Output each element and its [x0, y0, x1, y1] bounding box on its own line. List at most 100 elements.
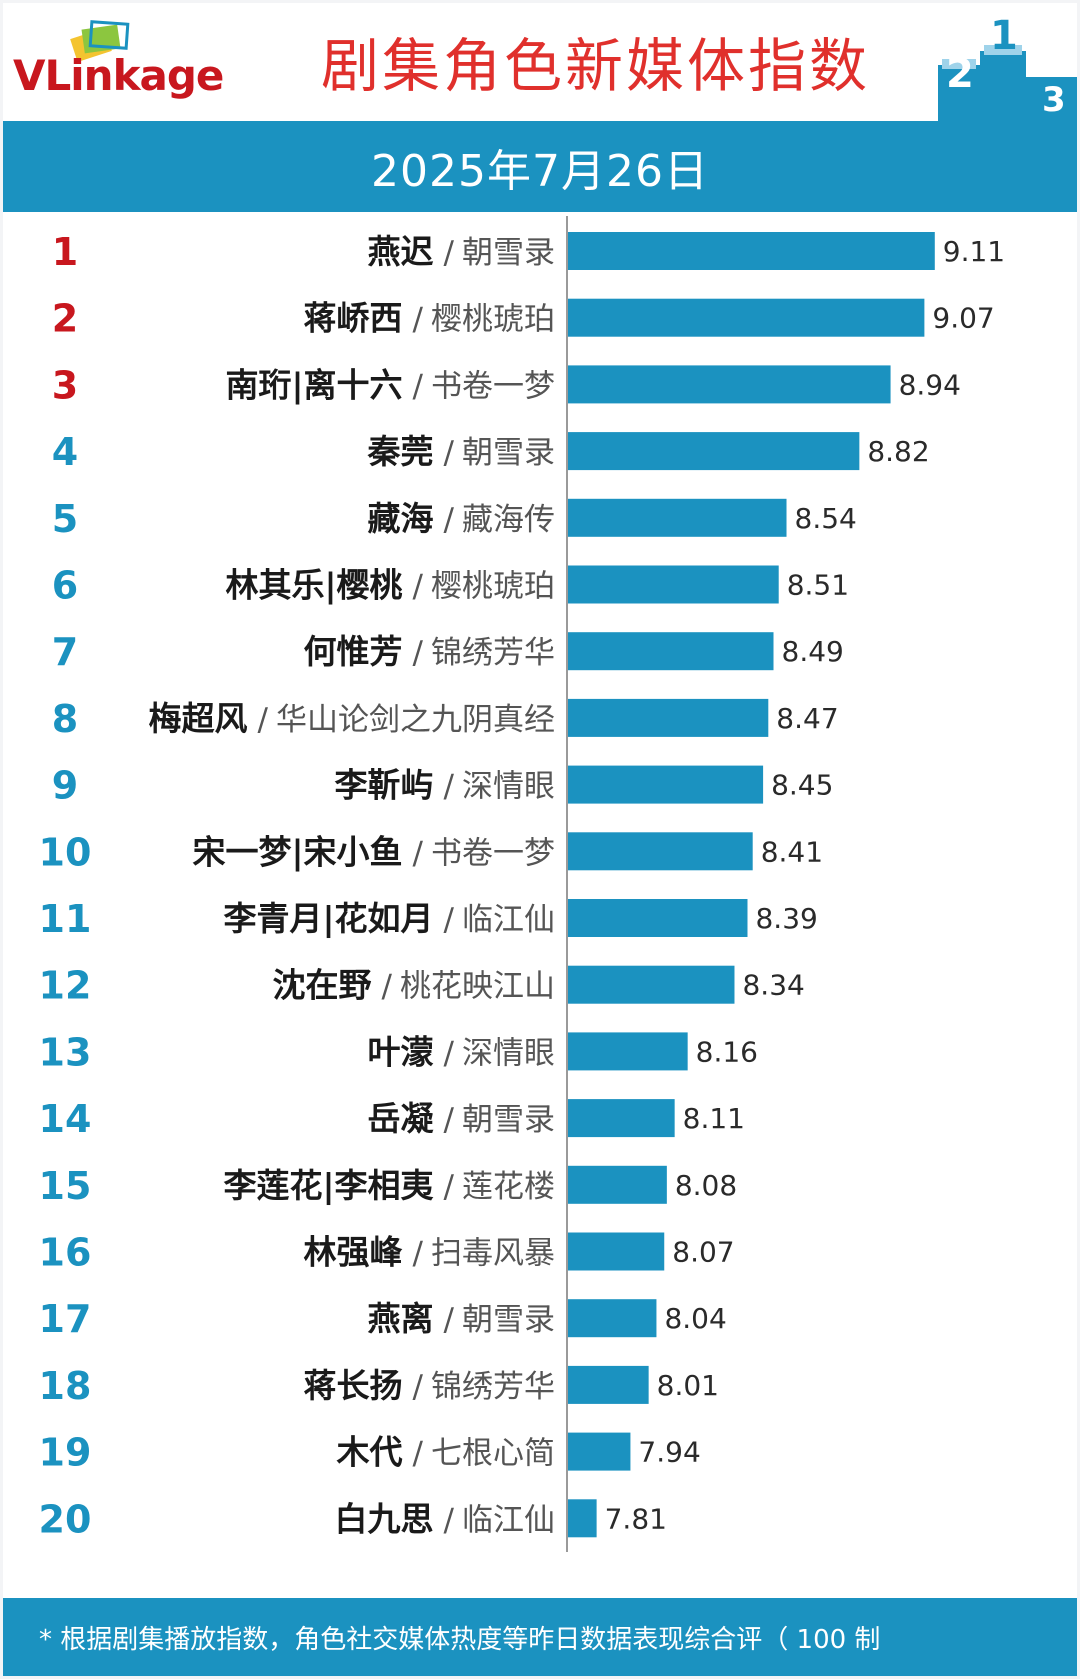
show-name: 华山论剑之九阴真经	[276, 702, 555, 738]
row-label: 藏海 / 藏海传	[368, 499, 555, 538]
show-name: 临江仙	[462, 902, 555, 938]
date-banner: 2025年7月26日	[3, 121, 1077, 212]
svg-text:1: 1	[990, 15, 1018, 59]
bar	[568, 1365, 649, 1404]
show-name: 深情眼	[462, 1035, 555, 1071]
ranking-bar-chart: 1 燕迟 / 朝雪录 9.112 蒋峤西 / 樱桃琥珀 9.073 南珩|离十六 / 书卷一梦 8.94…	[39, 216, 1005, 1552]
show-name: 锦绣芳华	[431, 635, 555, 671]
row-label: 南珩|离十六 / 书卷一梦	[225, 365, 555, 404]
character-name: 秦莞	[367, 432, 434, 471]
character-name: 何惟芳	[304, 632, 403, 671]
character-name: 蒋峤西	[304, 299, 403, 338]
show-name: 藏海传	[462, 502, 555, 538]
ranking-card: VLinkage 剧集角色新媒体指数 2 1 3 2025年7月26日 1 燕迟 /…	[3, 3, 1077, 1676]
character-name: 岳凝	[368, 1099, 434, 1138]
character-name: 林其乐|樱桃	[225, 566, 402, 605]
character-name: 宋一梦|宋小鱼	[192, 832, 402, 871]
rank-label: 7	[52, 630, 78, 674]
rank-label: 14	[39, 1097, 92, 1141]
show-name: 书卷一梦	[431, 368, 555, 404]
header: VLinkage 剧集角色新媒体指数 2 1 3	[3, 3, 1077, 121]
logo-text-rest: Linkage	[44, 51, 225, 100]
row-label: 燕离 / 朝雪录	[368, 1299, 555, 1338]
rank-label: 9	[52, 764, 78, 808]
row-label: 林其乐|樱桃 / 樱桃琥珀	[225, 566, 555, 605]
label-separator: /	[413, 1369, 424, 1405]
character-name: 李靳屿	[335, 766, 434, 805]
row-label: 岳凝 / 朝雪录	[368, 1099, 555, 1138]
page-title: 剧集角色新媒体指数	[321, 32, 871, 100]
value-label: 9.11	[943, 235, 1005, 268]
row-label: 木代 / 七根心简	[336, 1433, 555, 1472]
show-name: 莲花楼	[462, 1169, 555, 1205]
character-name: 李青月|花如月	[223, 899, 433, 938]
row-label: 白九思 / 临江仙	[335, 1499, 555, 1538]
bar	[568, 365, 891, 404]
row-label: 宋一梦|宋小鱼 / 书卷一梦	[192, 832, 555, 871]
row-label: 蒋长扬 / 锦绣芳华	[304, 1366, 555, 1405]
show-name: 桃花映江山	[400, 969, 555, 1005]
show-name: 书卷一梦	[431, 835, 555, 871]
label-separator: /	[413, 368, 424, 404]
svg-text:2: 2	[946, 51, 974, 97]
row-label: 燕迟 / 朝雪录	[368, 232, 555, 271]
rank-label: 13	[39, 1030, 92, 1074]
show-name: 朝雪录	[462, 1302, 555, 1338]
character-name: 木代	[336, 1433, 403, 1472]
rank-label: 6	[52, 564, 78, 608]
rank-label: 17	[39, 1297, 92, 1341]
label-separator: /	[444, 1169, 455, 1205]
value-label: 8.41	[761, 835, 823, 868]
label-separator: /	[382, 969, 393, 1005]
bar	[568, 1432, 631, 1471]
show-name: 朝雪录	[462, 235, 555, 271]
character-name: 梅超风	[149, 699, 248, 738]
bar	[568, 232, 935, 270]
rank-label: 18	[39, 1364, 92, 1408]
bar	[568, 832, 753, 871]
bar	[568, 298, 925, 337]
rank-label: 8	[52, 697, 78, 741]
bar	[568, 965, 735, 1004]
row-label: 何惟芳 / 锦绣芳华	[304, 632, 555, 671]
rank-label: 5	[52, 497, 78, 541]
rank-label: 16	[39, 1231, 92, 1275]
bar	[568, 1099, 675, 1138]
bar	[568, 765, 764, 804]
label-separator: /	[413, 835, 424, 871]
podium-icon: 2 1 3	[938, 15, 1077, 121]
label-separator: /	[444, 902, 455, 938]
value-label: 8.34	[742, 969, 804, 1002]
character-name: 沈在野	[273, 966, 372, 1005]
show-name: 临江仙	[462, 1502, 555, 1538]
logo-mark-icon	[70, 20, 130, 62]
value-label: 8.01	[657, 1369, 719, 1402]
row-label: 沈在野 / 桃花映江山	[273, 966, 555, 1005]
label-separator: /	[444, 235, 455, 271]
show-name: 七根心简	[431, 1436, 555, 1472]
bar	[568, 1299, 657, 1338]
row-label: 李靳屿 / 深情眼	[335, 766, 555, 805]
value-label: 8.11	[683, 1102, 745, 1135]
label-separator: /	[413, 1436, 424, 1472]
value-label: 8.39	[755, 902, 817, 935]
value-label: 9.07	[932, 302, 994, 335]
bar	[568, 698, 769, 737]
footer-note: * 根据剧集播放指数，角色社交媒体热度等昨日数据表现综合评（ 100 制	[3, 1598, 1077, 1676]
label-separator: /	[413, 302, 424, 338]
logo-text-v: V	[13, 51, 46, 100]
bar	[568, 1165, 667, 1204]
label-separator: /	[444, 502, 455, 538]
value-label: 8.82	[867, 435, 929, 468]
value-label: 8.08	[675, 1169, 737, 1202]
label-separator: /	[444, 769, 455, 805]
show-name: 锦绣芳华	[431, 1369, 555, 1405]
value-label: 8.04	[664, 1302, 726, 1335]
bar	[568, 565, 779, 604]
bar	[568, 432, 860, 471]
label-separator: /	[413, 1236, 424, 1272]
value-label: 7.81	[605, 1502, 667, 1535]
row-label: 叶濛 / 深情眼	[368, 1032, 555, 1071]
value-label: 8.07	[672, 1236, 734, 1269]
bar	[568, 899, 748, 937]
